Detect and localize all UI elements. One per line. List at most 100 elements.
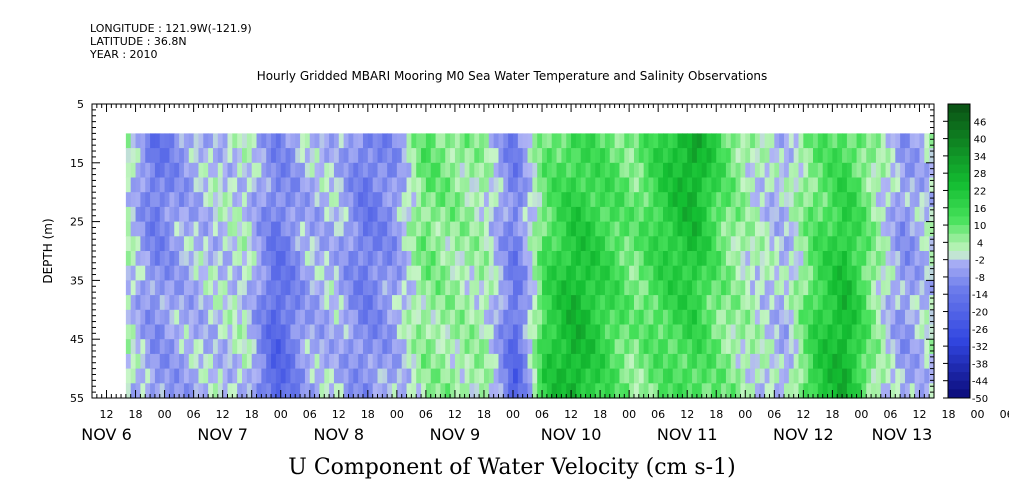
heatmap-cell	[353, 251, 359, 267]
heatmap-cell	[759, 133, 766, 149]
heatmap-cell	[237, 133, 243, 149]
heatmap-cell	[450, 295, 456, 311]
heatmap-cell	[783, 383, 790, 399]
heatmap-cell	[324, 221, 330, 237]
heatmap-cell	[590, 295, 596, 311]
heatmap-cell	[382, 251, 388, 267]
heatmap-cell	[227, 221, 233, 237]
heatmap-cell	[740, 265, 746, 281]
heatmap-cell	[600, 368, 606, 384]
heatmap-cell	[401, 383, 408, 399]
heatmap-cell	[159, 206, 166, 223]
heatmap-cell	[130, 295, 137, 311]
heatmap-cell	[706, 148, 712, 164]
heatmap-cell	[430, 206, 437, 223]
heatmap-cell	[367, 280, 374, 296]
heatmap-cell	[290, 280, 296, 296]
heatmap-cell	[590, 383, 596, 399]
heatmap-cell	[193, 206, 200, 223]
colorbar-band	[948, 242, 970, 252]
heatmap-cell	[237, 353, 243, 370]
heatmap-cell	[769, 309, 775, 326]
heatmap-cell	[745, 295, 751, 311]
heatmap-cell	[508, 206, 514, 223]
heatmap-cell	[425, 324, 432, 340]
heatmap-cell	[198, 280, 204, 296]
heatmap-cell	[793, 206, 800, 223]
heatmap-cell	[304, 192, 311, 208]
heatmap-cell	[242, 251, 248, 267]
heatmap-cell	[454, 383, 461, 399]
heatmap-cell	[706, 383, 712, 399]
x-axis: 12 18 00 06 12 18 00 06 12 18 00 06 12 18 00 06 12 18 00 06…	[81, 104, 1009, 444]
heatmap-cell	[396, 148, 403, 164]
heatmap-cell	[459, 295, 466, 311]
heatmap-cell	[716, 192, 722, 208]
heatmap-cell	[396, 236, 403, 252]
heatmap-cell	[730, 309, 737, 326]
heatmap-cell	[706, 236, 712, 252]
heatmap-cell	[769, 221, 775, 237]
heatmap-cell	[367, 265, 374, 281]
heatmap-cell	[764, 206, 771, 223]
heatmap-cell	[333, 353, 340, 370]
heatmap-cell	[280, 280, 287, 296]
heatmap-cell	[421, 177, 427, 193]
heatmap-cell	[338, 324, 345, 340]
heatmap-cell	[508, 324, 514, 340]
heatmap-cell	[222, 383, 229, 399]
heatmap-cell	[135, 251, 141, 267]
heatmap-cell	[285, 133, 291, 149]
x-hour-label: 06	[651, 408, 665, 421]
heatmap-cell	[435, 221, 442, 237]
heatmap-cell	[813, 265, 819, 281]
heatmap-cell	[546, 295, 553, 311]
heatmap-cell	[832, 221, 838, 237]
heatmap-cell	[624, 295, 630, 311]
heatmap-cell	[140, 251, 146, 267]
heatmap-cell	[251, 324, 258, 340]
heatmap-cell	[198, 206, 204, 223]
heatmap-cell	[304, 368, 311, 384]
heatmap-cell	[169, 221, 175, 237]
heatmap-cell	[372, 148, 379, 164]
heatmap-cell	[904, 148, 911, 164]
heatmap-cell	[798, 309, 804, 326]
heatmap-cell	[745, 192, 751, 208]
heatmap-cell	[885, 324, 892, 340]
heatmap-cell	[513, 309, 519, 326]
heatmap-cell	[701, 353, 708, 370]
heatmap-cell	[546, 177, 553, 193]
heatmap-cell	[871, 309, 877, 326]
heatmap-cell	[300, 339, 306, 355]
heatmap-cell	[343, 309, 350, 326]
heatmap-cell	[140, 162, 146, 179]
heatmap-cell	[527, 221, 533, 237]
heatmap-cell	[798, 162, 804, 179]
heatmap-cell	[585, 192, 592, 208]
heatmap-cell	[725, 221, 732, 237]
heatmap-cell	[440, 339, 446, 355]
heatmap-cell	[329, 339, 335, 355]
heatmap-cell	[164, 339, 171, 355]
heatmap-cell	[145, 236, 151, 252]
heatmap-cell	[140, 177, 146, 193]
heatmap-cell	[130, 265, 137, 281]
heatmap-cell	[232, 324, 238, 340]
heatmap-cell	[198, 295, 204, 311]
heatmap-cell	[803, 133, 809, 149]
heatmap-cell	[179, 192, 185, 208]
heatmap-cell	[672, 353, 679, 370]
heatmap-cell	[546, 192, 553, 208]
heatmap-cell	[435, 295, 442, 311]
heatmap-cell	[842, 309, 848, 326]
heatmap-cell	[135, 177, 141, 193]
heatmap-cell	[842, 295, 848, 311]
heatmap-cell	[251, 265, 258, 281]
heatmap-cell	[692, 280, 698, 296]
heatmap-cell	[290, 133, 296, 149]
heatmap-cell	[508, 221, 514, 237]
heatmap-cell	[696, 265, 703, 281]
heatmap-cell	[730, 280, 737, 296]
